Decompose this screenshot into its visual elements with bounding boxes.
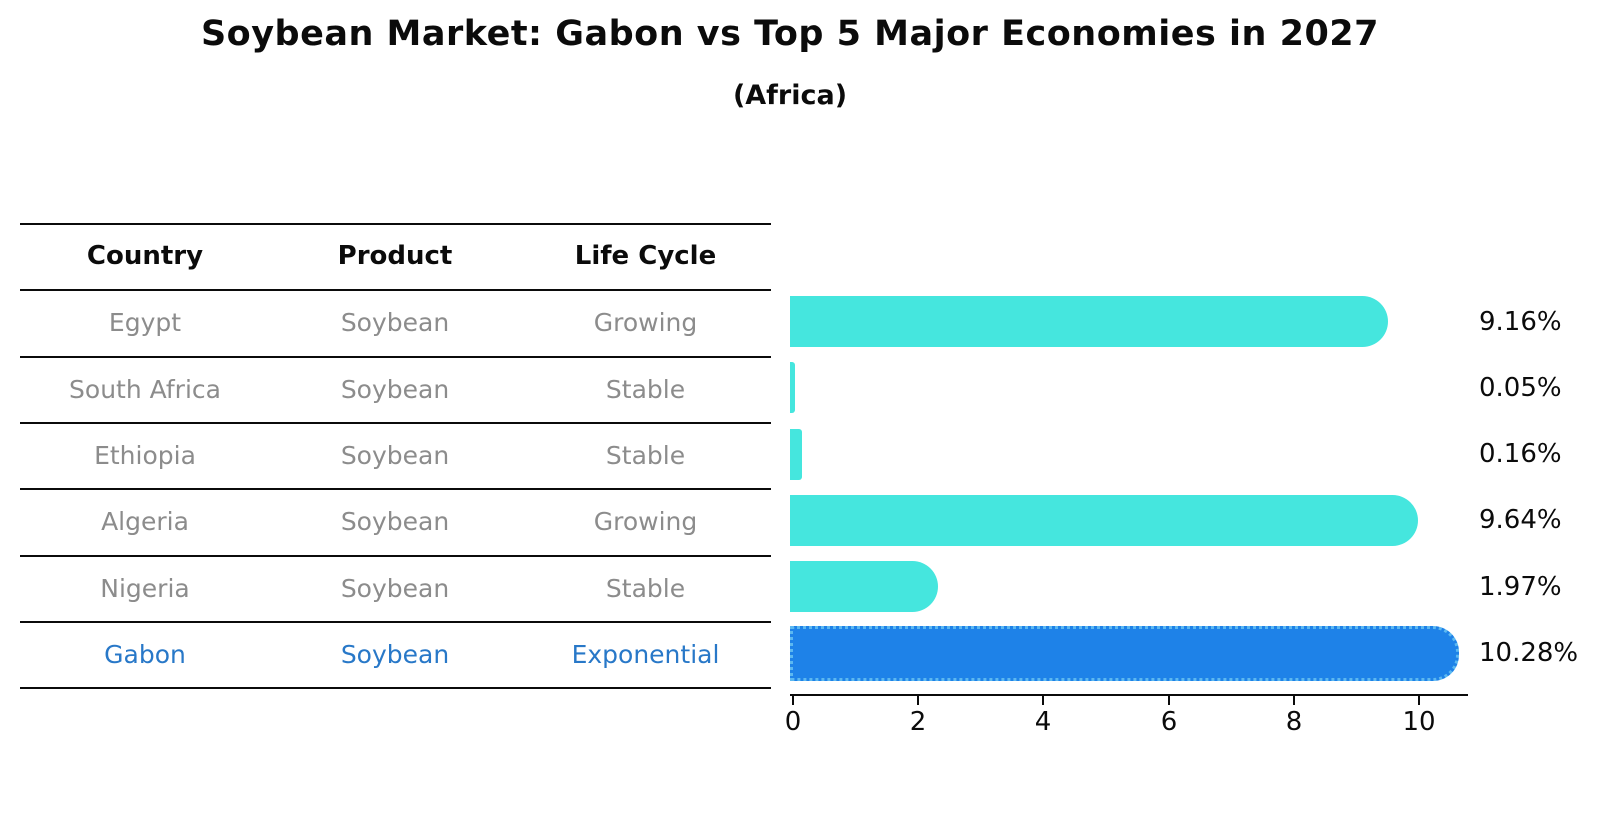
cell-lifecycle: Growing — [593, 307, 698, 337]
x-tick-label: 8 — [1285, 707, 1303, 737]
bar-algeria — [790, 495, 1418, 546]
cell-country: Gabon — [104, 639, 186, 669]
cell-product: Soybean — [340, 307, 450, 337]
table-separator-line — [20, 555, 771, 557]
cell-product: Soybean — [340, 440, 450, 470]
x-tick-label: 6 — [1160, 707, 1178, 737]
x-tick — [1293, 696, 1295, 705]
country-table: Country Product Life Cycle Egypt Soybean Grow… — [20, 223, 771, 689]
value-label: 0.05% — [1479, 373, 1562, 403]
bar-egypt — [790, 296, 1388, 347]
cell-country: Egypt — [108, 307, 182, 337]
table-separator-line — [20, 289, 771, 291]
table-row: South Africa Soybean Stable — [20, 356, 771, 422]
x-axis: 0 2 4 6 8 10 — [785, 694, 1490, 754]
table-row: Nigeria Soybean Stable — [20, 555, 771, 621]
value-label: 10.28% — [1479, 638, 1579, 668]
table-separator-line — [20, 488, 771, 490]
table-separator-line — [20, 687, 771, 689]
x-axis-line — [790, 694, 1468, 696]
table-row: Egypt Soybean Growing — [20, 289, 771, 355]
table-header-row: Country Product Life Cycle — [20, 223, 771, 289]
x-tick-label: 10 — [1402, 707, 1436, 737]
bar-south-africa — [790, 362, 795, 413]
table-row: Gabon Soybean Exponential — [20, 621, 771, 687]
table-separator-line — [20, 223, 771, 225]
header-cell-lifecycle: Life Cycle — [574, 241, 717, 271]
x-tick — [792, 696, 794, 705]
cell-product: Soybean — [340, 506, 450, 536]
table-separator-line — [20, 356, 771, 358]
x-tick — [1042, 696, 1044, 705]
cell-lifecycle: Stable — [605, 440, 686, 470]
chart-title: Soybean Market: Gabon vs Top 5 Major Eco… — [200, 14, 1380, 54]
cell-country: Algeria — [101, 506, 189, 536]
bar-highlight-gabon — [790, 626, 1459, 681]
cell-lifecycle: Stable — [605, 573, 686, 603]
x-tick — [1418, 696, 1420, 705]
x-tick-label: 0 — [784, 707, 802, 737]
table-separator-line — [20, 422, 771, 424]
value-label: 1.97% — [1479, 572, 1562, 602]
value-label: 9.16% — [1479, 307, 1562, 337]
cell-lifecycle: Stable — [605, 374, 686, 404]
value-label: 0.16% — [1479, 439, 1562, 469]
table-row: Ethiopia Soybean Stable — [20, 422, 771, 488]
bar-ethiopia — [790, 429, 802, 480]
cell-country: Nigeria — [100, 573, 190, 603]
header-cell-product: Product — [337, 241, 453, 271]
x-tick — [1168, 696, 1170, 705]
header-cell-country: Country — [86, 241, 204, 271]
cell-product: Soybean — [340, 639, 450, 669]
cell-product: Soybean — [340, 374, 450, 404]
x-tick-label: 4 — [1034, 707, 1052, 737]
bar-nigeria — [790, 561, 938, 612]
cell-product: Soybean — [340, 573, 450, 603]
cell-country: South Africa — [69, 374, 221, 404]
table-separator-line — [20, 621, 771, 623]
chart-subtitle: (Africa) — [732, 80, 848, 111]
table-row: Algeria Soybean Growing — [20, 488, 771, 554]
value-label: 9.64% — [1479, 505, 1562, 535]
x-tick-label: 2 — [909, 707, 927, 737]
cell-lifecycle: Exponential — [571, 639, 720, 669]
cell-country: Ethiopia — [94, 440, 196, 470]
cell-lifecycle: Growing — [593, 506, 698, 536]
x-tick — [917, 696, 919, 705]
